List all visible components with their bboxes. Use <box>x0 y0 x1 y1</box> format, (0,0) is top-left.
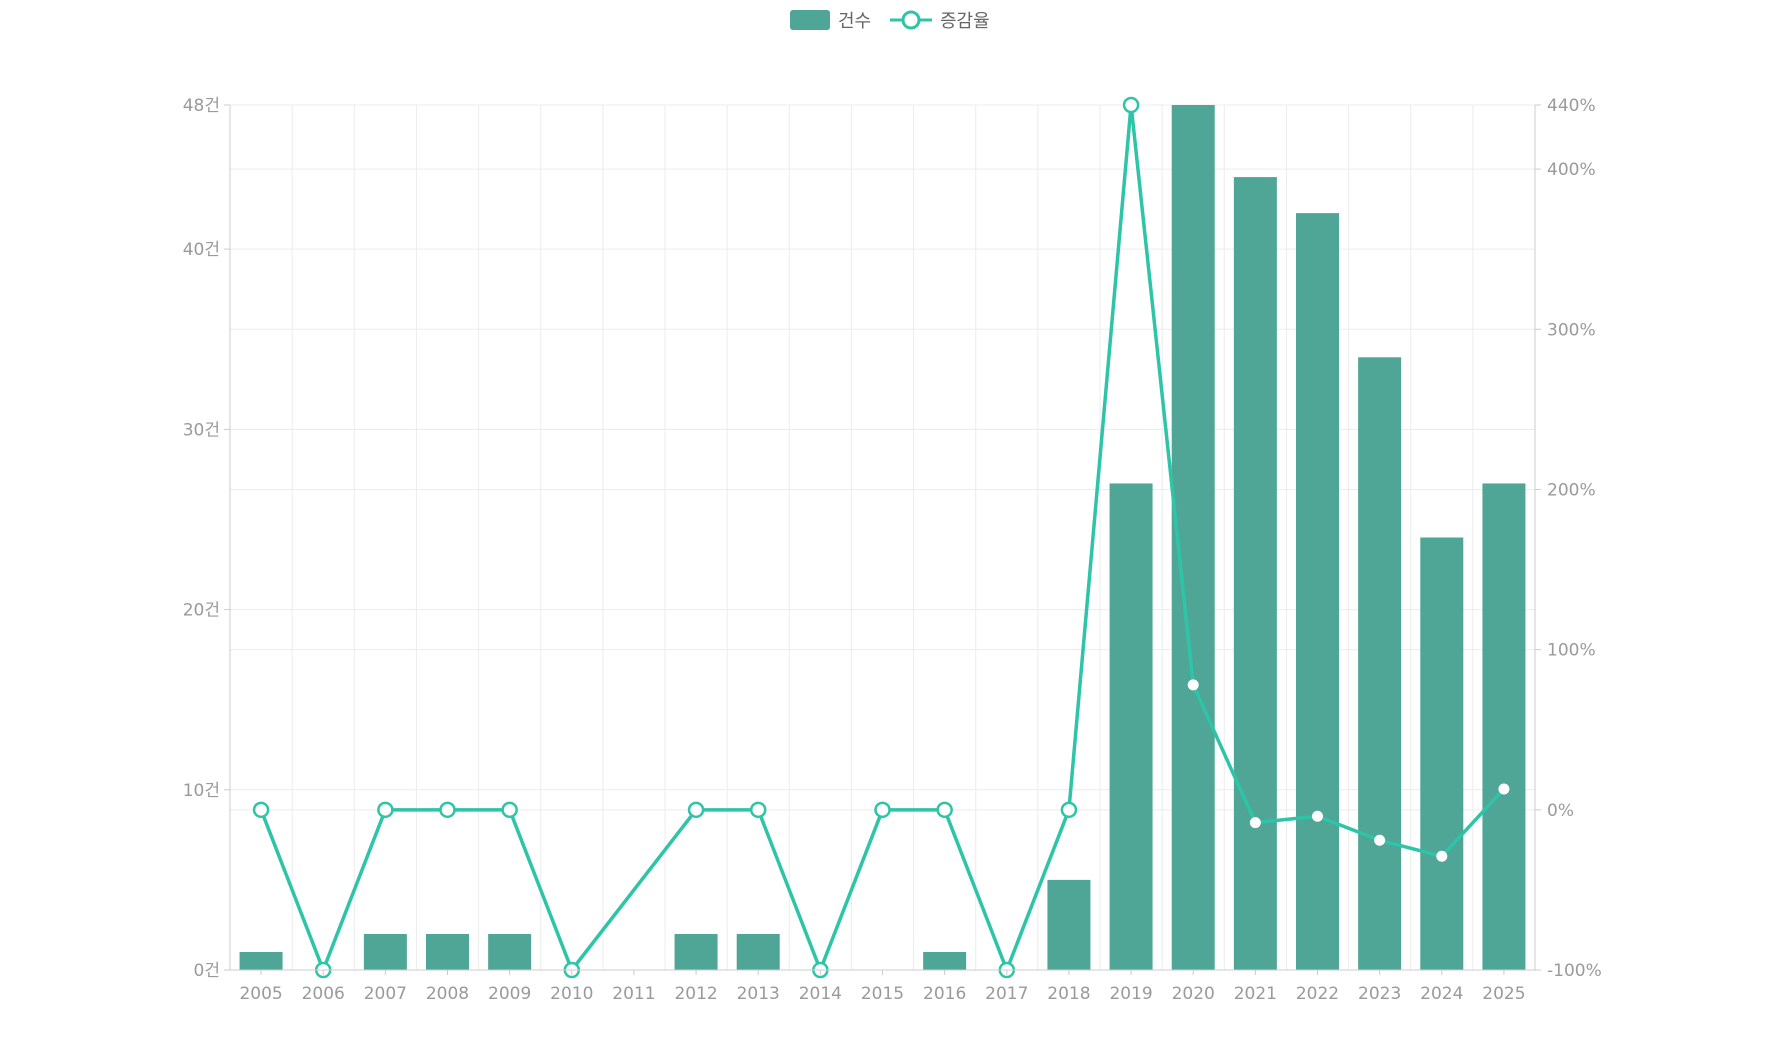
x-tick-label: 2016 <box>923 984 966 1004</box>
left-tick-label: 10건 <box>183 781 220 801</box>
legend: 건수 증감율 <box>790 10 990 32</box>
left-tick-label: 30건 <box>183 420 220 440</box>
x-tick-label: 2019 <box>1109 984 1152 1004</box>
bar-2023 <box>1358 357 1402 971</box>
bar-2016 <box>923 951 967 970</box>
rate-point-2019 <box>1122 96 1140 114</box>
bar-series <box>239 105 1526 971</box>
x-tick-label: 2021 <box>1234 984 1277 1004</box>
rate-point-2025 <box>1498 783 1510 795</box>
x-tick-label: 2024 <box>1420 984 1463 1004</box>
bar-2022 <box>1296 213 1339 970</box>
right-tick-label: 100% <box>1547 641 1596 661</box>
bar-2013 <box>736 933 780 970</box>
rate-point-2012 <box>687 801 705 819</box>
rate-point-2021 <box>1249 817 1261 829</box>
x-tick-label: 2012 <box>674 984 717 1004</box>
rate-point-2005 <box>252 801 270 819</box>
left-tick-label: 48건 <box>183 96 220 116</box>
right-tick-label: -100% <box>1547 961 1602 981</box>
right-tick-label: 400% <box>1547 160 1596 180</box>
x-tick-label: 2011 <box>612 984 655 1004</box>
axes: 0건 10건 20건 30건 40건 48건 -100% 0% 100% 200% 300% 400%… <box>183 96 1602 1004</box>
bar-2018 <box>1047 879 1091 970</box>
bar-2021 <box>1233 177 1277 971</box>
x-tick-label: 2009 <box>488 984 531 1004</box>
bar-2007 <box>363 933 407 970</box>
line-series <box>252 96 1510 979</box>
rate-line <box>259 103 1506 972</box>
x-tick-label: 2010 <box>550 984 593 1004</box>
rate-point-2013 <box>749 801 767 819</box>
legend-line-label: 증감율 <box>940 11 990 32</box>
rate-point-2024 <box>1436 850 1448 862</box>
left-tick-label: 20건 <box>183 601 220 621</box>
x-tick-label: 2018 <box>1047 984 1090 1004</box>
x-tick-label: 2025 <box>1482 984 1525 1004</box>
x-tick-label: 2005 <box>239 984 282 1004</box>
rate-point-2020 <box>1187 679 1199 691</box>
bar-2009 <box>488 933 532 970</box>
rate-point-2009 <box>501 801 518 819</box>
rate-point-2008 <box>439 801 456 819</box>
x-tick-label: 2006 <box>302 984 345 1004</box>
x-tick-label: 2022 <box>1296 984 1339 1004</box>
left-tick-label: 0건 <box>194 961 220 981</box>
rate-point-2018 <box>1060 801 1078 819</box>
legend-bar-label: 건수 <box>838 11 871 32</box>
x-tick-label: 2014 <box>799 984 842 1004</box>
x-tick-label: 2023 <box>1358 984 1401 1004</box>
grid-lines <box>229 104 1536 971</box>
rate-point-2016 <box>936 801 953 819</box>
bar-2024 <box>1420 537 1464 970</box>
left-tick-label: 40건 <box>183 240 220 260</box>
legend-bar-swatch <box>790 10 830 30</box>
bar-2012 <box>674 933 718 970</box>
right-tick-label: 200% <box>1547 480 1596 500</box>
rate-point-2015 <box>874 801 891 819</box>
bar-2025 <box>1482 483 1526 970</box>
bar-2005 <box>239 951 283 970</box>
rate-point-2023 <box>1374 834 1386 846</box>
bar-2008 <box>426 933 469 970</box>
x-tick-label: 2007 <box>364 984 407 1004</box>
right-tick-label: 0% <box>1547 801 1574 821</box>
rate-point-2022 <box>1312 810 1323 822</box>
x-tick-label: 2015 <box>861 984 904 1004</box>
bar-2019 <box>1109 483 1153 970</box>
x-tick-label: 2020 <box>1172 984 1215 1004</box>
x-tick-label: 2008 <box>426 984 469 1004</box>
right-tick-label: 300% <box>1547 320 1596 340</box>
rate-point-2007 <box>377 801 394 819</box>
x-tick-label: 2017 <box>985 984 1028 1004</box>
right-tick-label: 440% <box>1547 96 1596 116</box>
legend-line-marker <box>901 10 921 30</box>
x-tick-label: 2013 <box>737 984 780 1004</box>
